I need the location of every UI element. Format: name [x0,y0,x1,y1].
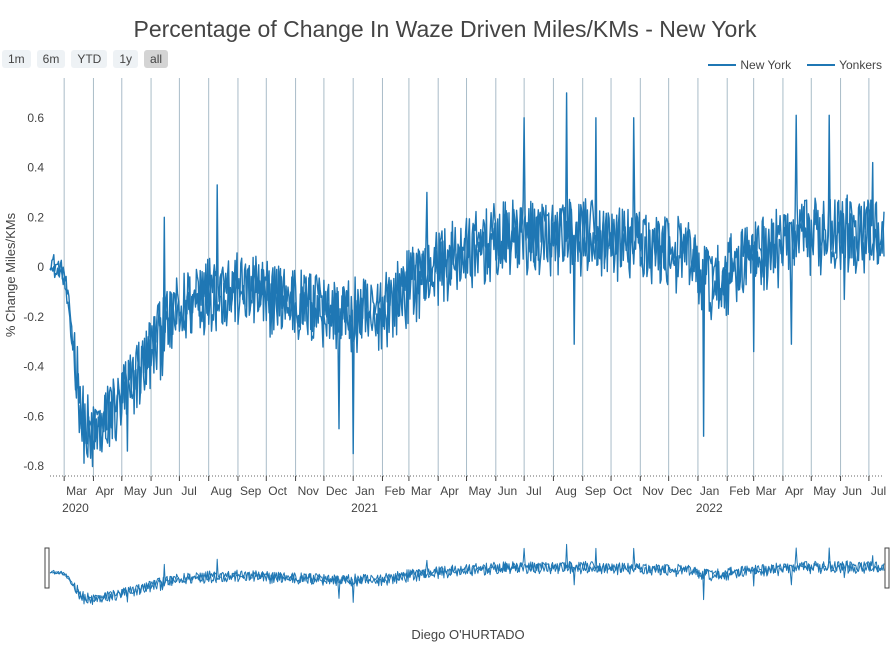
x-tick-label: Apr [95,484,114,498]
x-tick-label: Apr [785,484,804,498]
x-axis: Mar 2020 Apr May Jun Jul Aug Sep Oct Nov Dec Jan 202… [50,475,886,515]
legend-item-new-york[interactable]: New York [708,58,791,72]
legend-swatch-yonkers [807,64,836,66]
range-selector: 1m 6m YTD 1y all [2,50,169,68]
y-axis: 0.6 0.4 0.2 0 -0.2 -0.4 -0.6 -0.8 [23,111,44,473]
range-button-1m[interactable]: 1m [2,50,31,68]
x-tick-label: Apr [440,484,459,498]
legend-label-yonkers: Yonkers [839,58,882,72]
x-tick-label: Jan [700,484,719,498]
x-tick-label: Mar [411,484,432,498]
x-tick-label: Nov [642,484,663,498]
x-tick-label: Jun [498,484,517,498]
range-button-6m[interactable]: 6m [36,50,66,68]
y-axis-title: % Change Miles/KMs [3,212,18,337]
y-tick-label: -0.6 [23,409,44,423]
range-slider-frame [50,536,884,612]
x-tick-label: Mar [66,484,87,498]
y-tick-label: 0.6 [27,111,44,125]
series-line-yonkers [49,198,885,459]
range-slider-handle-right[interactable] [884,547,890,589]
x-tick-label: Aug [211,484,232,498]
legend: New York Yonkers [708,58,882,72]
range-slider-handle-left[interactable] [44,547,50,589]
x-tick-label: Dec [671,484,692,498]
x-tick-label: Nov [298,484,319,498]
legend-swatch-new-york [708,64,737,66]
author-credit: Diego O'HURTADO [411,627,525,642]
x-tick-label: Aug [555,484,576,498]
x-tick-label: May [813,484,836,498]
chart-title: Percentage of Change In Waze Driven Mile… [133,16,757,42]
x-tick-label: Jun [153,484,172,498]
x-tick-label: Jun [843,484,862,498]
x-tick-label: Oct [268,484,287,498]
x-tick-label: Oct [613,484,632,498]
range-button-1y[interactable]: 1y [113,50,139,68]
x-year-label: 2022 [696,501,723,515]
range-slider-line-new-york [49,543,885,605]
y-tick-label: -0.4 [23,360,44,374]
x-tick-label: Jul [181,484,196,498]
x-year-label: 2021 [351,501,378,515]
y-tick-label: -0.8 [23,459,44,473]
y-tick-label: 0 [37,260,44,274]
x-tick-label: Jul [871,484,886,498]
x-tick-label: Jan [355,484,374,498]
legend-item-yonkers[interactable]: Yonkers [807,58,882,72]
plot-area[interactable] [49,92,885,468]
gridlines [63,78,870,476]
range-slider-line-yonkers [49,560,885,604]
y-tick-label: 0.2 [27,210,44,224]
x-year-label: 2020 [62,501,89,515]
range-button-ytd[interactable]: YTD [71,50,108,68]
range-button-all[interactable]: all [144,50,169,68]
x-tick-label: Dec [326,484,347,498]
x-tick-label: Jul [526,484,541,498]
x-tick-label: Sep [585,484,607,498]
x-tick-label: May [469,484,492,498]
y-tick-label: -0.2 [23,310,44,324]
range-slider[interactable] [44,536,890,612]
x-tick-label: Mar [756,484,777,498]
x-tick-label: Feb [384,484,405,498]
legend-label-new-york: New York [740,58,792,72]
y-tick-label: 0.4 [27,161,44,175]
x-tick-label: May [124,484,147,498]
x-tick-label: Sep [240,484,262,498]
x-tick-label: Feb [729,484,750,498]
